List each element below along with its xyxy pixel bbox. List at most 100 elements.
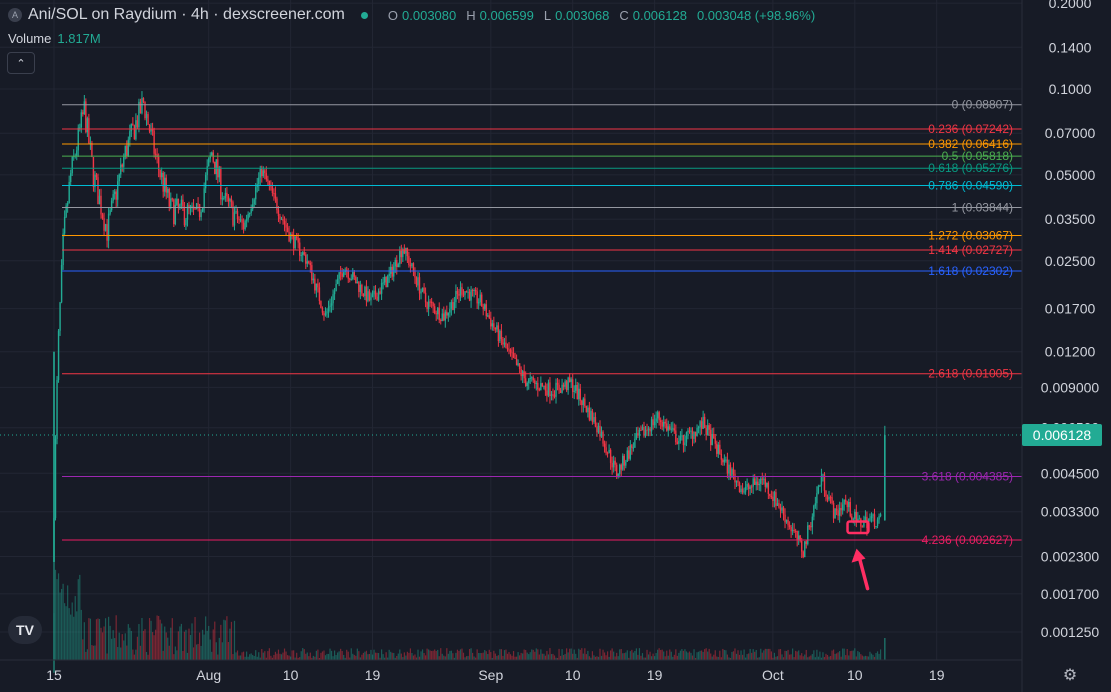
volume-bar xyxy=(145,651,148,660)
candle-body xyxy=(418,277,421,294)
candle-body xyxy=(843,499,845,505)
collapse-legend-button[interactable]: ⌃ xyxy=(7,52,35,74)
volume-bar xyxy=(603,652,606,660)
volume-bar xyxy=(303,649,305,660)
time-axis[interactable]: 15 Aug 10 19 Sep 10 19 Oct 10 19 xyxy=(0,659,1022,683)
candle-body xyxy=(870,516,873,519)
volume-bar xyxy=(638,648,641,660)
volume-bar xyxy=(593,655,595,660)
volume-bar xyxy=(59,592,61,660)
candle-body xyxy=(173,199,175,225)
candle-body xyxy=(368,291,371,301)
volume-bar xyxy=(394,657,396,660)
volume-bar xyxy=(757,657,759,660)
volume-bar xyxy=(104,618,107,660)
volume-bar xyxy=(390,651,392,660)
volume-bar xyxy=(851,650,853,660)
candle-body xyxy=(176,198,178,205)
candle-body xyxy=(232,202,234,226)
volume-bar xyxy=(579,649,581,660)
candle-body xyxy=(170,198,172,207)
volume-bar xyxy=(340,648,342,660)
volume-bar xyxy=(262,652,264,660)
volume-bar xyxy=(142,630,145,660)
volume-bar xyxy=(497,655,499,660)
volume-bar xyxy=(585,654,587,660)
volume-bar xyxy=(391,652,393,660)
volume-bar xyxy=(728,657,730,660)
candle-body xyxy=(138,101,140,128)
candle-body xyxy=(120,164,122,175)
volume-bar xyxy=(663,651,665,660)
volume-bar xyxy=(440,648,442,660)
volume-bar xyxy=(242,651,245,660)
volume-bar xyxy=(726,654,728,660)
volume-bar xyxy=(467,655,469,660)
volume-bar xyxy=(828,656,830,660)
volume-bar xyxy=(356,648,358,660)
candle-body xyxy=(437,307,439,315)
candle-body xyxy=(388,273,390,277)
candle-body xyxy=(852,518,854,520)
candle-body xyxy=(725,459,727,461)
volume-bar xyxy=(205,616,207,660)
candle-body xyxy=(556,382,559,385)
volume-bar xyxy=(873,656,876,660)
volume-bar xyxy=(283,648,286,660)
volume-bar xyxy=(449,650,451,660)
fib-label: 4.236 (0.002627) xyxy=(922,533,1013,547)
candle-body xyxy=(600,431,603,437)
y-tick-label: 0.002300 xyxy=(1041,548,1100,564)
chevron-up-icon: ⌃ xyxy=(16,57,26,70)
volume-bar xyxy=(505,649,507,660)
candle-body xyxy=(558,384,560,391)
candle-body xyxy=(279,216,281,220)
candle-body xyxy=(854,511,856,519)
volume-bar xyxy=(192,647,195,660)
volume-bar xyxy=(376,652,378,660)
candle-body xyxy=(447,312,450,316)
candle-body xyxy=(481,294,483,307)
candle-body xyxy=(379,291,381,294)
candle-body xyxy=(66,203,69,206)
volume-bar xyxy=(870,653,873,660)
volume-bar xyxy=(705,648,707,660)
volume-bar xyxy=(657,649,659,660)
candle-body xyxy=(526,382,528,387)
volume-bar xyxy=(297,657,299,660)
candle-body xyxy=(479,294,481,303)
candle-body xyxy=(716,443,718,454)
candle-body xyxy=(544,385,547,391)
candle-body xyxy=(271,186,274,194)
volume-bar xyxy=(652,653,654,660)
candle-body xyxy=(280,219,283,221)
volume-bar xyxy=(685,651,688,660)
volume-bar xyxy=(321,651,324,660)
volume-bar xyxy=(346,649,348,660)
price-axis[interactable]: 0.2000 0.1400 0.1000 0.07000 0.05000 0.03500 0… xyxy=(1021,0,1100,692)
candle-body xyxy=(195,203,198,210)
volume-bar xyxy=(132,649,134,660)
candle-body xyxy=(710,429,712,446)
candle-body xyxy=(164,177,166,192)
volume-bar xyxy=(720,657,722,660)
volume-bar xyxy=(77,579,79,660)
volume-bar xyxy=(499,649,501,660)
candle-body xyxy=(857,518,859,522)
volume-bar xyxy=(782,657,785,660)
volume-bar xyxy=(634,650,636,660)
fib-label: 0.618 (0.05276) xyxy=(928,161,1013,175)
candle-body xyxy=(735,480,738,483)
gear-icon[interactable]: ⚙ xyxy=(1062,667,1078,684)
tradingview-logo[interactable]: TV xyxy=(8,616,42,644)
candle-body xyxy=(89,142,92,144)
candle-body xyxy=(204,175,207,189)
candle-body xyxy=(79,127,81,129)
volume-bar xyxy=(763,650,765,660)
ohlc-readout: O 0.003080 H 0.006599 L 0.003068 C 0.006128 … xyxy=(387,7,816,23)
candle-body xyxy=(136,120,139,128)
candle-body xyxy=(702,416,704,429)
volume-bar xyxy=(515,656,518,660)
candle-body xyxy=(511,352,513,354)
